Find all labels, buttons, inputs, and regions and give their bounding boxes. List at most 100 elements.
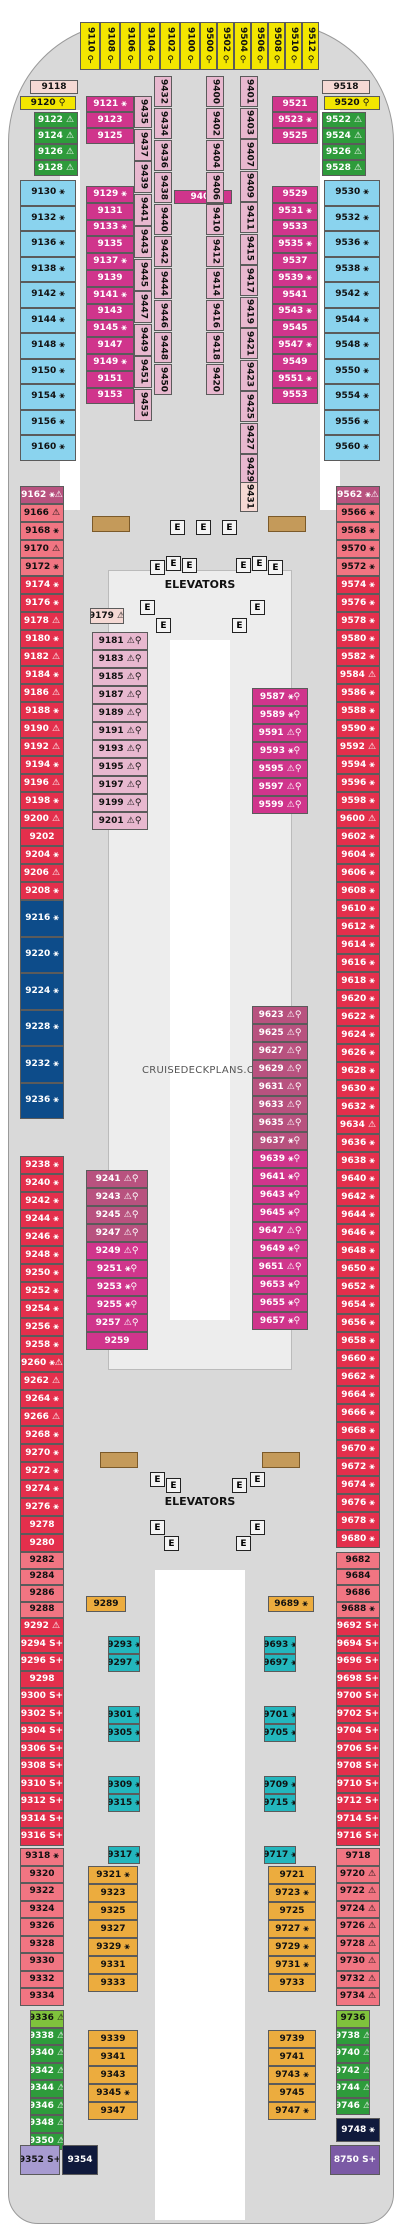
cabin-9587[interactable]: 9587 ⚹⚲ — [252, 688, 308, 706]
cabin-9654[interactable]: 9654 ⚹ — [336, 1296, 380, 1314]
cabin-9531[interactable]: 9531 ⚹ — [272, 202, 318, 220]
cabin-9292[interactable]: 9292 ⚠ — [20, 1618, 64, 1636]
cabin-9436[interactable]: 9436 — [154, 140, 172, 171]
cabin-9717[interactable]: 9717 ⚹ — [264, 1846, 296, 1864]
cabin-9449[interactable]: 9449 — [134, 323, 152, 356]
cabin-9241[interactable]: 9241 ⚠⚲ — [86, 1170, 148, 1188]
cabin-9182[interactable]: 9182 ⚠ — [20, 648, 64, 666]
cabin-9606[interactable]: 9606 ⚹ — [336, 864, 380, 882]
cabin-9586[interactable]: 9586 ⚹ — [336, 684, 380, 702]
cabin-9189[interactable]: 9189 ⚠⚲ — [92, 704, 148, 722]
cabin-9202[interactable]: 9202 — [20, 828, 64, 846]
cabin-9636[interactable]: 9636 ⚹ — [336, 1134, 380, 1152]
cabin-9652[interactable]: 9652 ⚹ — [336, 1278, 380, 1296]
cabin-9600[interactable]: 9600 ⚠ — [336, 810, 380, 828]
cabin-9532[interactable]: 9532 ⚹ — [324, 205, 380, 231]
cabin-9674[interactable]: 9674 ⚹ — [336, 1476, 380, 1494]
cabin-9698[interactable]: 9698 S+ — [336, 1670, 380, 1688]
cabin-9338[interactable]: 9338 ⚠ — [30, 2027, 64, 2045]
cabin-9740[interactable]: 9740 ⚠ — [336, 2045, 370, 2063]
cabin-9192[interactable]: 9192 ⚠ — [20, 738, 64, 756]
cabin-9243[interactable]: 9243 ⚠⚲ — [86, 1188, 148, 1206]
cabin-9584[interactable]: 9584 ⚠ — [336, 666, 380, 684]
cabin-9162[interactable]: 9162 ⚹⚠ — [20, 486, 64, 504]
cabin-9748[interactable]: 9748 ⚹ — [336, 2118, 380, 2142]
cabin-9730[interactable]: 9730 ⚠ — [336, 1953, 380, 1971]
cabin-9524[interactable]: 9524 ⚠ — [322, 128, 366, 144]
cabin-9131[interactable]: 9131 — [86, 202, 134, 220]
cabin-9272[interactable]: 9272 ⚹ — [20, 1462, 64, 1480]
cabin-9639[interactable]: 9639 ⚹⚲ — [252, 1150, 308, 1168]
cabin-9216[interactable]: 9216 ⚹ — [20, 900, 64, 937]
cabin-9715[interactable]: 9715 ⚹ — [264, 1794, 296, 1812]
cabin-9744[interactable]: 9744 ⚠ — [336, 2080, 370, 2098]
cabin-9645[interactable]: 9645 ⚹⚲ — [252, 1204, 308, 1222]
cabin-9582[interactable]: 9582 ⚹ — [336, 648, 380, 666]
cabin-9568[interactable]: 9568 ⚹ — [336, 522, 380, 540]
cabin-9644[interactable]: 9644 ⚹ — [336, 1206, 380, 1224]
cabin-9734[interactable]: 9734 ⚠ — [336, 1988, 380, 2006]
cabin-9620[interactable]: 9620 ⚹ — [336, 990, 380, 1008]
cabin-9188[interactable]: 9188 ⚹ — [20, 702, 64, 720]
cabin-9334[interactable]: 9334 — [20, 1988, 64, 2006]
cabin-9247[interactable]: 9247 ⚠⚲ — [86, 1224, 148, 1242]
cabin-9432[interactable]: 9432 — [154, 76, 172, 107]
cabin-9143[interactable]: 9143 — [86, 303, 134, 321]
cabin-9630[interactable]: 9630 ⚹ — [336, 1080, 380, 1098]
cabin-9660[interactable]: 9660 ⚹ — [336, 1350, 380, 1368]
cabin-9506[interactable]: 9506 ⚲ — [251, 22, 268, 70]
cabin-9342[interactable]: 9342 ⚠ — [30, 2062, 64, 2080]
cabin-9435[interactable]: 9435 — [134, 96, 152, 128]
cabin-9604[interactable]: 9604 ⚹ — [336, 846, 380, 864]
cabin-9533[interactable]: 9533 — [272, 219, 318, 237]
cabin-9427[interactable]: 9427 — [240, 422, 258, 454]
cabin-9570[interactable]: 9570 ⚹ — [336, 540, 380, 558]
cabin-9108[interactable]: 9108 ⚲ — [100, 22, 120, 70]
cabin-9327[interactable]: 9327 — [88, 1920, 138, 1938]
cabin-9536[interactable]: 9536 ⚹ — [324, 231, 380, 257]
cabin-9304[interactable]: 9304 S+ — [20, 1723, 64, 1741]
cabin-9138[interactable]: 9138 ⚹ — [20, 256, 76, 282]
cabin-9643[interactable]: 9643 ⚹⚲ — [252, 1186, 308, 1204]
cabin-9332[interactable]: 9332 — [20, 1970, 64, 1988]
cabin-9193[interactable]: 9193 ⚠⚲ — [92, 740, 148, 758]
cabin-9340[interactable]: 9340 ⚠ — [30, 2045, 64, 2063]
cabin-9680[interactable]: 9680 ⚹ — [336, 1530, 380, 1548]
cabin-9420[interactable]: 9420 — [206, 364, 224, 395]
cabin-9736[interactable]: 9736 — [336, 2010, 370, 2028]
cabin-9634[interactable]: 9634 ⚠ — [336, 1116, 380, 1134]
cabin-9330[interactable]: 9330 — [20, 1953, 64, 1971]
cabin-9437[interactable]: 9437 — [134, 128, 152, 161]
cabin-9180[interactable]: 9180 ⚹ — [20, 630, 64, 648]
cabin-9339[interactable]: 9339 — [88, 2030, 138, 2048]
cabin-9336[interactable]: 9336 ⚠ — [30, 2010, 64, 2028]
cabin-9529[interactable]: 9529 — [272, 186, 318, 203]
cabin-9633[interactable]: 9633 ⚠⚲ — [252, 1096, 308, 1114]
cabin-9453[interactable]: 9453 — [134, 388, 152, 421]
cabin-9710[interactable]: 9710 S+ — [336, 1775, 380, 1793]
cabin-9593[interactable]: 9593 ⚹⚲ — [252, 742, 308, 760]
cabin-9102[interactable]: 9102 ⚲ — [160, 22, 180, 70]
cabin-9196[interactable]: 9196 ⚠ — [20, 774, 64, 792]
cabin-9650[interactable]: 9650 ⚹ — [336, 1260, 380, 1278]
cabin-9298[interactable]: 9298 — [20, 1670, 64, 1688]
cabin-9315[interactable]: 9315 ⚹ — [108, 1794, 140, 1812]
cabin-9170[interactable]: 9170 ⚠ — [20, 540, 64, 558]
cabin-9130[interactable]: 9130 ⚹ — [20, 180, 76, 206]
cabin-9616[interactable]: 9616 ⚹ — [336, 954, 380, 972]
cabin-9186[interactable]: 9186 ⚠ — [20, 684, 64, 702]
cabin-9589[interactable]: 9589 ⚹⚲ — [252, 706, 308, 724]
cabin-9446[interactable]: 9446 — [154, 300, 172, 331]
cabin-9610[interactable]: 9610 ⚹ — [336, 900, 380, 918]
cabin-9320[interactable]: 9320 — [20, 1865, 64, 1883]
cabin-9539[interactable]: 9539 ⚹ — [272, 270, 318, 287]
cabin-9731[interactable]: 9731 ⚹ — [268, 1956, 316, 1974]
cabin-9612[interactable]: 9612 ⚹ — [336, 918, 380, 936]
cabin-9745[interactable]: 9745 — [268, 2084, 316, 2102]
cabin-9329[interactable]: 9329 ⚹ — [88, 1938, 138, 1956]
cabin-9549[interactable]: 9549 — [272, 354, 318, 371]
cabin-9258[interactable]: 9258 ⚹ — [20, 1336, 64, 1354]
cabin-9525[interactable]: 9525 — [272, 128, 318, 144]
cabin-9705[interactable]: 9705 ⚹ — [264, 1724, 296, 1742]
cabin-9345[interactable]: 9345 ⚹ — [88, 2084, 138, 2102]
